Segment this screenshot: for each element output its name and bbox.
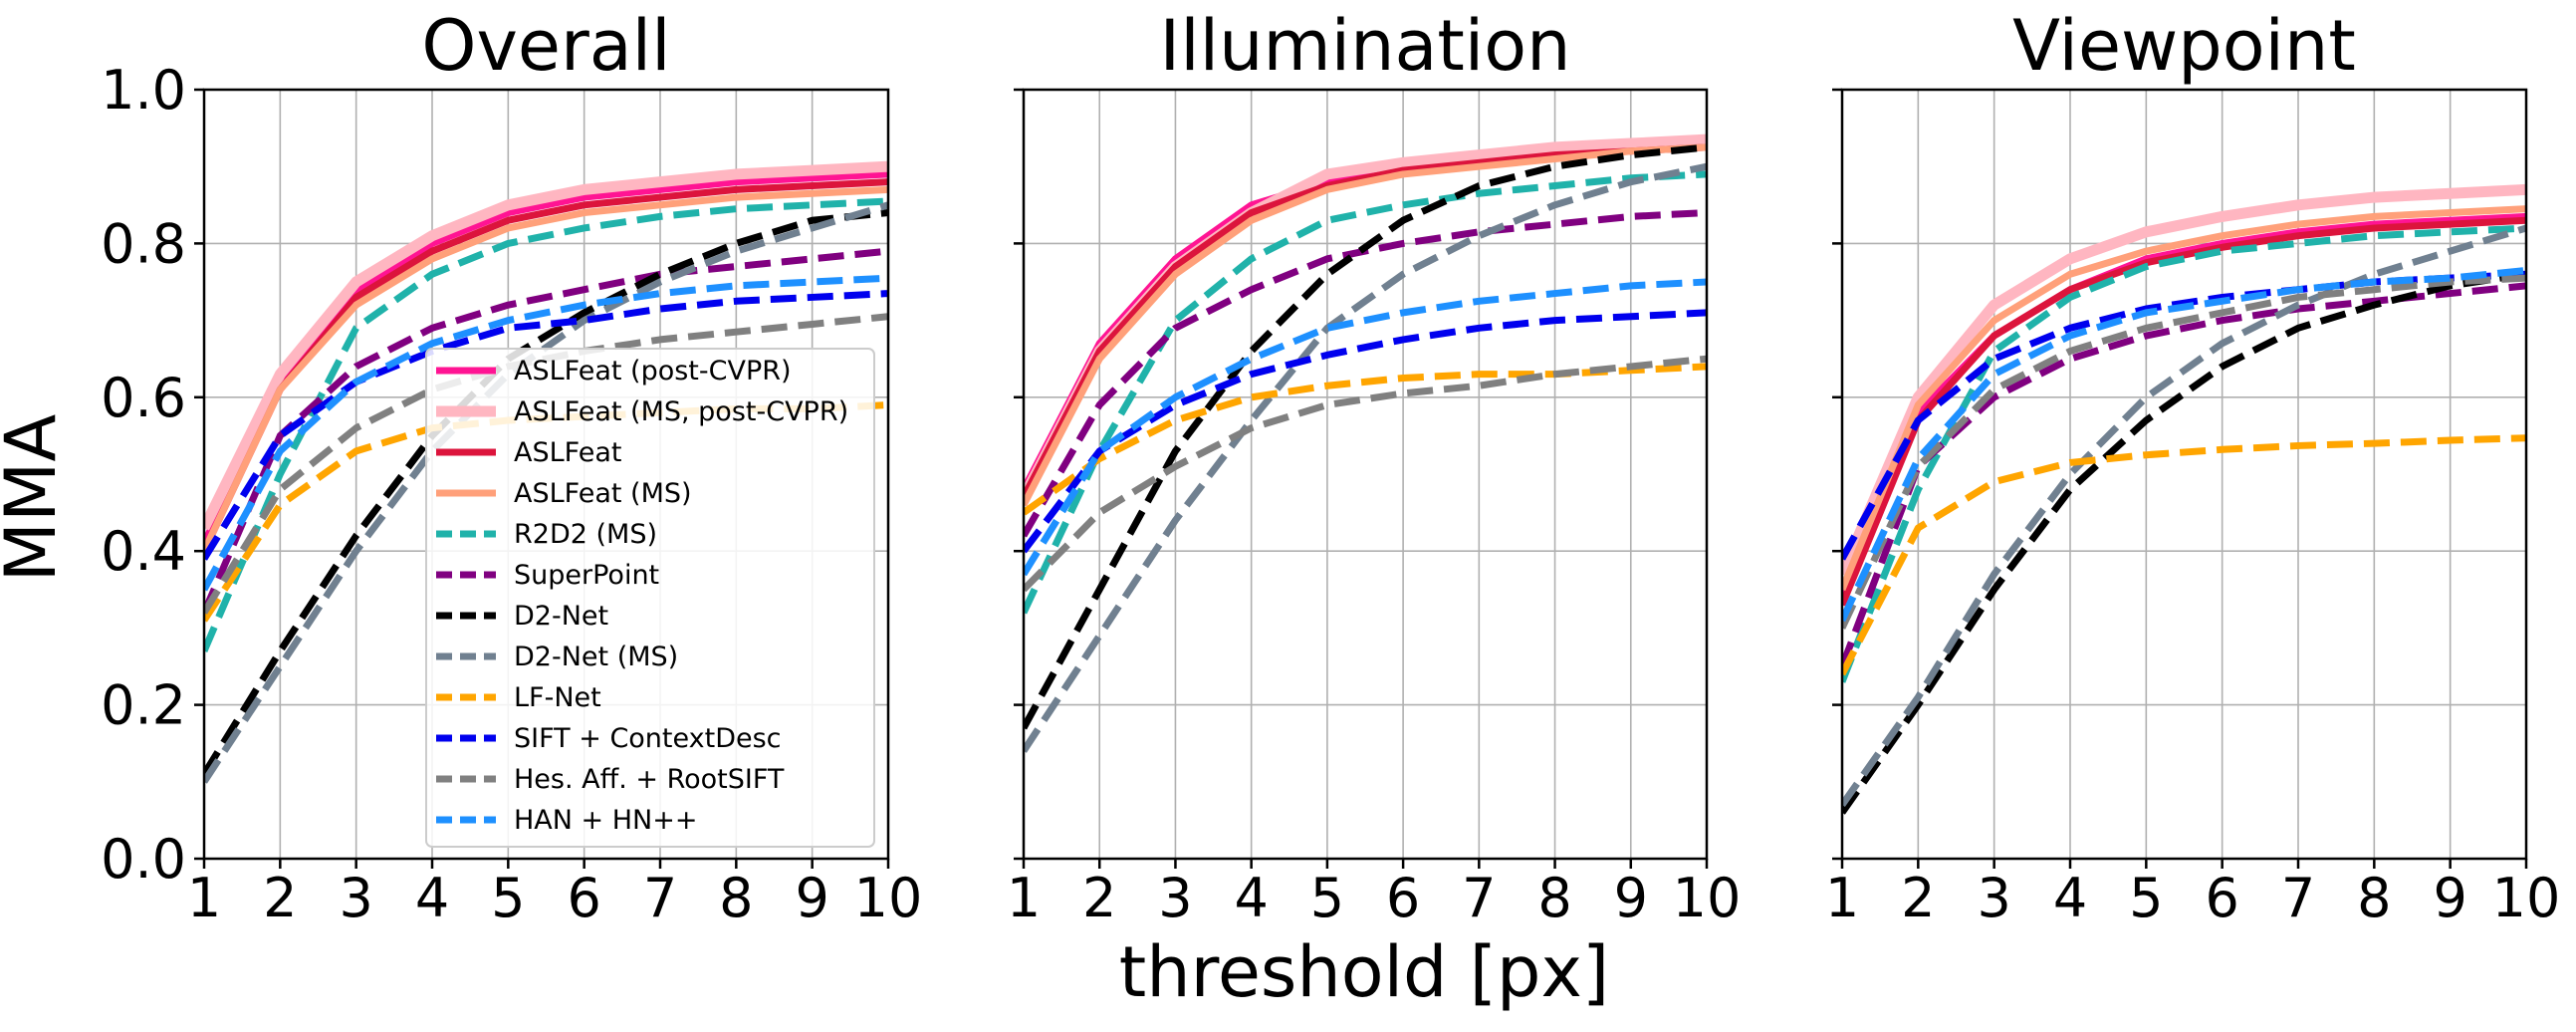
- legend-box: [425, 348, 875, 848]
- x-tick-label: 1: [1825, 867, 1859, 929]
- axes-frame: [1022, 88, 1709, 861]
- x-tick-label: 4: [1234, 867, 1268, 929]
- panel-title: Illumination: [1160, 5, 1571, 87]
- x-tick-label: 9: [1614, 867, 1648, 929]
- x-tick-label: 8: [2357, 867, 2391, 929]
- series-line-r2d2-ms: [1024, 170, 1707, 615]
- series-line-r2d2-ms: [1842, 224, 2526, 683]
- y-tick-label: 0.2: [101, 674, 186, 737]
- series-line-hes-aff-rootsift: [1024, 355, 1707, 593]
- legend-label: D2-Net (MS): [514, 642, 678, 672]
- series-line-han-hn: [1842, 266, 2526, 623]
- series-line-superpoint: [1842, 282, 2526, 668]
- series-line-han-hn: [204, 274, 888, 592]
- x-tick-label: 1: [1007, 867, 1041, 929]
- panel-title: Viewpoint: [2012, 5, 2356, 87]
- legend-label: ASLFeat: [514, 437, 621, 468]
- y-tick-label: 0.4: [101, 520, 186, 583]
- legend-label: R2D2 (MS): [514, 519, 657, 550]
- legend-label: D2-Net: [514, 601, 608, 632]
- x-tick-label: 2: [1901, 867, 1935, 929]
- x-tick-label: 5: [491, 867, 525, 929]
- x-tick-label: 3: [1977, 867, 2010, 929]
- series-line-aslfeat-ms-post-cvpr: [204, 160, 888, 531]
- x-tick-label: 6: [2205, 867, 2238, 929]
- legend-label: SIFT + ContextDesc: [514, 723, 782, 754]
- x-tick-label: 5: [2129, 867, 2163, 929]
- series-line-d2-net: [1842, 270, 2526, 815]
- axes-frame: [1840, 88, 2528, 861]
- x-tick-label: 9: [2433, 867, 2466, 929]
- x-tick-label: 5: [1310, 867, 1344, 929]
- panel-2: 1 2 3 4 5 6 7 8 9 10 Viewpoint: [1825, 5, 2561, 929]
- y-tick-label: 0.0: [101, 828, 186, 891]
- x-tick-label: 4: [2053, 867, 2087, 929]
- x-tick-label: 2: [1082, 867, 1116, 929]
- legend-label: Hes. Aff. + RootSIFT: [514, 764, 785, 795]
- legend: ASLFeat (post-CVPR) ASLFeat (MS, post-CVP…: [425, 348, 875, 848]
- x-tick-label: 4: [415, 867, 449, 929]
- x-tick-label: 7: [1462, 867, 1496, 929]
- x-tick-label: 6: [1386, 867, 1420, 929]
- series-line-d2-net: [1024, 143, 1707, 730]
- series-line-aslfeat-post-cvpr: [1842, 212, 2526, 599]
- series-line-lf-net: [1024, 363, 1707, 516]
- legend-label: ASLFeat (MS): [514, 478, 692, 509]
- series-line-aslfeat-ms: [204, 185, 888, 553]
- panel-1: 1 2 3 4 5 6 7 8 9 10 Illumination: [1007, 5, 1742, 929]
- x-tick-label: 8: [1537, 867, 1571, 929]
- series-line-lf-net: [1842, 434, 2526, 676]
- series-line-d2-net-ms: [1842, 224, 2526, 807]
- series-line-aslfeat-ms: [1024, 143, 1707, 507]
- panel-title: Overall: [421, 5, 670, 87]
- legend-label: LF-Net: [514, 682, 601, 713]
- x-tick-label: 2: [263, 867, 297, 929]
- series-group: [1842, 183, 2526, 815]
- x-tick-label: 7: [2281, 867, 2315, 929]
- legend-label: SuperPoint: [514, 560, 659, 591]
- legend-label: ASLFeat (post-CVPR): [514, 356, 792, 387]
- legend-label: ASLFeat (MS, post-CVPR): [514, 396, 848, 427]
- series-line-han-hn: [1024, 278, 1707, 577]
- y-tick-label: 0.8: [101, 212, 186, 275]
- x-tick-label: 3: [339, 867, 372, 929]
- series-line-aslfeat-ms: [1842, 205, 2526, 592]
- x-tick-label: 10: [2492, 867, 2561, 929]
- x-tick-label: 7: [643, 867, 677, 929]
- series-line-d2-net: [204, 209, 888, 776]
- y-axis-label: MMA: [0, 414, 72, 583]
- x-axis-label: threshold [px]: [1119, 931, 1609, 1013]
- series-line-sift-contextdesc: [1024, 309, 1707, 554]
- x-tick-label: 10: [854, 867, 923, 929]
- series-line-superpoint: [204, 247, 888, 615]
- series-group: [1024, 133, 1707, 753]
- x-tick-label: 6: [567, 867, 600, 929]
- series-line-hes-aff-rootsift: [1842, 274, 2526, 630]
- x-tick-label: 3: [1158, 867, 1192, 929]
- series-line-d2-net-ms: [1024, 162, 1707, 753]
- axes-frame: [202, 88, 890, 861]
- y-tick-label: 1.0: [101, 59, 186, 122]
- x-tick-label: 1: [187, 867, 221, 929]
- series-line-sift-contextdesc: [204, 290, 888, 561]
- x-tick-label: 9: [795, 867, 828, 929]
- legend-label: HAN + HN++: [514, 805, 698, 836]
- x-tick-label: 10: [1673, 867, 1742, 929]
- series-line-aslfeat-ms-post-cvpr: [1842, 183, 2526, 577]
- series-line-d2-net-ms: [204, 201, 888, 784]
- series-line-aslfeat: [1842, 216, 2526, 607]
- x-tick-label: 8: [719, 867, 753, 929]
- y-tick-label: 0.6: [101, 367, 186, 429]
